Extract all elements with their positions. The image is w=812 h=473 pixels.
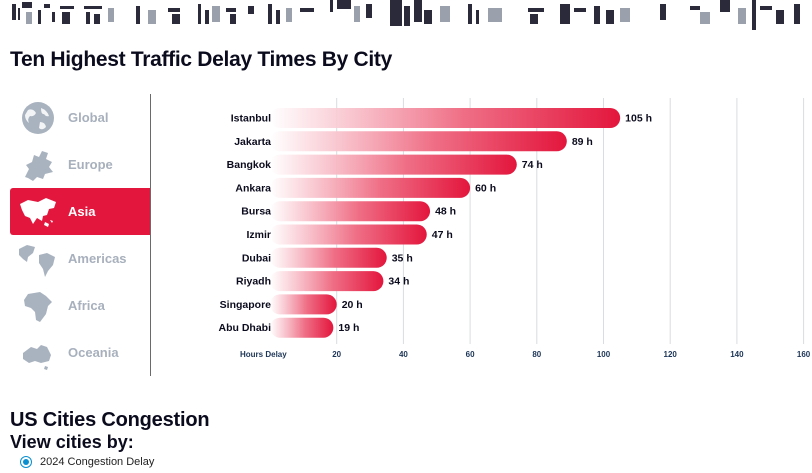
city-label: Dubai — [242, 252, 271, 264]
value-label: 60 h — [475, 182, 496, 194]
region-item-africa[interactable]: Africa — [10, 282, 150, 329]
asia-map-icon — [16, 194, 60, 230]
city-label: Ankara — [235, 182, 271, 194]
x-tick-label: 20 — [332, 350, 341, 359]
x-tick-label: 100 — [597, 350, 611, 359]
city-label: Bangkok — [227, 159, 272, 171]
globe-icon — [16, 100, 60, 136]
bar-singapore — [270, 294, 337, 315]
region-item-asia[interactable]: Asia — [10, 188, 150, 235]
city-label: Istanbul — [231, 113, 271, 125]
city-label: Jakarta — [234, 136, 271, 148]
bar-bursa — [270, 201, 431, 222]
x-tick-label: 140 — [730, 350, 744, 359]
x-axis-label: Hours Delay — [240, 350, 287, 359]
x-tick-label: 160 — [797, 350, 811, 359]
city-skyline-decoration — [12, 0, 800, 30]
region-label: Europe — [68, 157, 113, 172]
bar-izmir — [270, 224, 427, 245]
x-tick-label: 40 — [399, 350, 408, 359]
view-by-label: View cities by: — [10, 432, 134, 452]
city-label: Izmir — [246, 229, 271, 241]
europe-map-icon — [16, 147, 60, 183]
value-label: 48 h — [435, 206, 456, 218]
city-label: Singapore — [220, 299, 272, 311]
americas-map-icon — [16, 241, 60, 277]
value-label: 47 h — [432, 229, 453, 241]
region-item-europe[interactable]: Europe — [10, 141, 150, 188]
bar-bangkok — [270, 154, 517, 175]
region-item-oceania[interactable]: Oceania — [10, 329, 150, 376]
bar-ankara — [270, 177, 471, 198]
x-tick-label: 120 — [664, 350, 678, 359]
region-label: Americas — [68, 251, 127, 266]
value-label: 19 h — [338, 322, 359, 334]
bar-dubai — [270, 247, 387, 268]
bar-riyadh — [270, 271, 384, 292]
city-label: Bursa — [241, 206, 271, 218]
oceania-map-icon — [16, 335, 60, 371]
region-label: Asia — [68, 204, 96, 219]
region-label: Global — [68, 110, 109, 125]
region-label: Africa — [68, 298, 105, 313]
city-label: Riyadh — [236, 276, 271, 288]
bar-jakarta — [270, 131, 567, 152]
region-item-global[interactable]: Global — [10, 94, 150, 141]
region-item-americas[interactable]: Americas — [10, 235, 150, 282]
x-tick-label: 60 — [466, 350, 475, 359]
value-label: 35 h — [392, 252, 413, 264]
value-label: 34 h — [388, 276, 409, 288]
region-nav: Global Europe Asia Americas — [10, 94, 151, 376]
region-label: Oceania — [68, 345, 119, 360]
page-title: Ten Highest Traffic Delay Times By City — [10, 48, 392, 71]
x-tick-label: 80 — [532, 350, 541, 359]
delay-bar-chart: Istanbul 105 h Jakarta 89 h Bangkok 74 h Ankar… — [160, 94, 812, 374]
congestion-delay-radio[interactable]: 2024 Congestion Delay — [20, 456, 154, 468]
value-label: 89 h — [572, 136, 593, 148]
africa-map-icon — [16, 288, 60, 324]
bar-abu-dhabi — [270, 317, 334, 338]
us-section-title: US Cities Congestion — [10, 409, 210, 431]
value-label: 20 h — [342, 299, 363, 311]
chart-canvas: Istanbul 105 h Jakarta 89 h Bangkok 74 h Ankar… — [219, 98, 811, 359]
value-label: 105 h — [625, 113, 652, 125]
bar-istanbul — [270, 108, 621, 128]
radio-label: 2024 Congestion Delay — [40, 456, 155, 468]
city-label: Abu Dhabi — [219, 322, 272, 334]
value-label: 74 h — [522, 159, 543, 171]
radio-selected-icon — [20, 456, 32, 468]
